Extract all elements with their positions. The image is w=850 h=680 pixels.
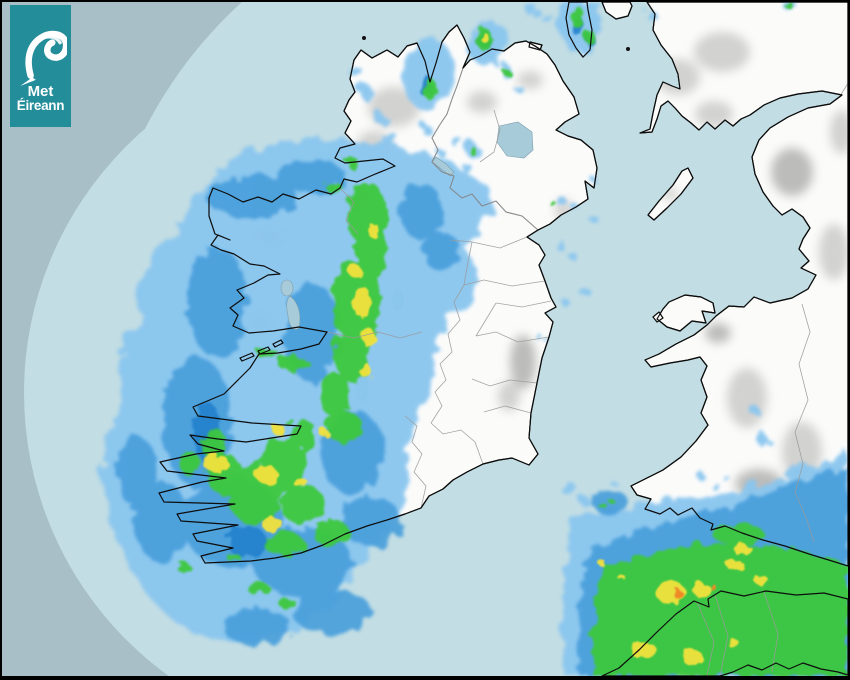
logo-line-eireann: Éireann	[16, 98, 65, 114]
logo-wordmark: Met Éireann	[16, 83, 65, 114]
lough-neagh	[496, 121, 534, 159]
logo-line-met: Met	[27, 83, 54, 100]
rain-layer-intense	[673, 585, 717, 598]
county-boundaries	[326, 67, 848, 676]
lakes	[280, 121, 534, 330]
lough-mask	[280, 279, 294, 297]
tory-islet	[362, 36, 366, 40]
rainfall-layers	[102, 2, 848, 676]
rain-layer-very-heavy	[204, 32, 768, 664]
met-eireann-spiral-icon	[19, 30, 67, 86]
met-eireann-logo: Met Éireann	[10, 5, 71, 127]
northern-ireland-border	[431, 67, 539, 231]
ailsa-craig-islet	[626, 47, 630, 51]
